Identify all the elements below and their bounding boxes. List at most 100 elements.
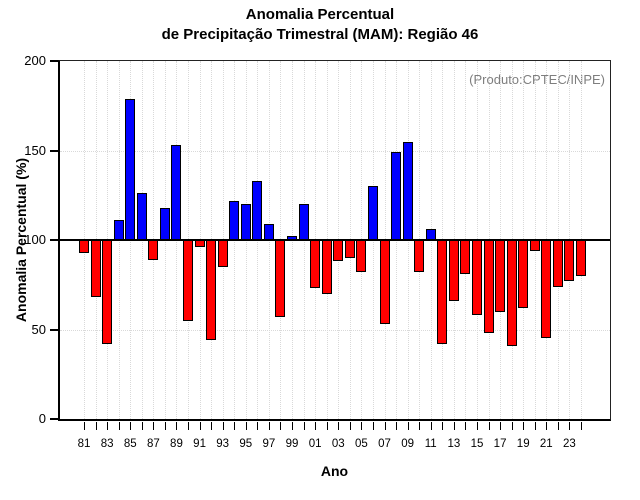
x-axis-tick	[442, 422, 444, 430]
bar-2012	[437, 240, 448, 344]
x-axis-tick-label: 23	[563, 438, 576, 450]
y-axis-tick	[50, 418, 58, 420]
x-axis-tick	[268, 422, 270, 430]
source-annotation: (Produto:CPTEC/INPE)	[469, 72, 605, 87]
x-axis-tick	[222, 422, 224, 430]
x-axis-tick	[245, 422, 247, 430]
x-axis-tick	[315, 422, 317, 430]
x-axis-tick	[176, 422, 178, 430]
y-axis-tick-label: 200	[24, 53, 46, 68]
bar-2015	[471, 240, 482, 316]
x-axis-tick	[407, 422, 409, 430]
x-axis-tick	[488, 422, 490, 430]
bar-2003	[333, 240, 344, 262]
chart-title-line1: Anomalia Percentual	[245, 6, 395, 23]
x-axis-tick-label: 95	[239, 438, 253, 450]
x-axis-tick-label: 07	[378, 438, 391, 450]
y-axis-tick-label: 150	[24, 142, 46, 158]
x-axis-tick	[419, 422, 421, 430]
x-axis-tick-label: 15	[470, 438, 484, 450]
x-axis-tick-label: 93	[216, 438, 230, 450]
x-axis-tick	[546, 422, 548, 430]
x-axis-tick	[107, 422, 109, 430]
bar-2020	[529, 240, 540, 251]
x-axis-tick-label: 03	[331, 438, 345, 450]
x-axis-tick-label: 11	[424, 438, 437, 450]
x-axis-tick	[303, 422, 305, 430]
bar-2019	[518, 240, 529, 309]
bar-2018	[506, 240, 517, 346]
bar-2024	[575, 240, 586, 276]
x-axis-tick	[118, 422, 120, 430]
bar-2010	[414, 240, 425, 273]
horizontal-gridline	[60, 150, 610, 152]
x-axis-tick	[500, 422, 502, 430]
x-axis-tick	[141, 422, 143, 430]
bar-1999	[287, 236, 298, 240]
bar-2007	[379, 240, 390, 325]
x-axis-title: Ano	[320, 463, 349, 479]
x-axis-tick-label: 85	[123, 438, 137, 450]
bar-1987	[148, 240, 159, 260]
x-axis-tick-label: 09	[401, 438, 414, 450]
x-axis-tick-label: 05	[354, 438, 368, 450]
x-axis-tick-label: 17	[493, 438, 507, 450]
y-axis-tick	[50, 60, 58, 62]
plot-area: (Produto:CPTEC/INPE)	[58, 60, 611, 421]
x-axis-tick	[557, 422, 559, 430]
x-axis-tick	[153, 422, 155, 430]
x-axis-tick	[569, 422, 571, 430]
bar-2021	[541, 240, 552, 339]
x-axis-tick	[465, 422, 467, 430]
chart-title-line2: de Precipitação Trimestral (MAM): Região…	[161, 26, 479, 43]
x-axis-tick	[476, 422, 478, 430]
y-axis-tick-label: 100	[24, 232, 46, 247]
x-axis-tick-label: 89	[170, 438, 183, 450]
y-axis-tick-label: 50	[31, 321, 46, 337]
bar-2009	[402, 141, 413, 240]
x-axis-tick	[338, 422, 340, 430]
x-axis-tick	[430, 422, 432, 430]
x-axis-tick	[280, 422, 282, 430]
bar-1982	[90, 240, 101, 298]
x-axis-tick	[84, 422, 85, 430]
bar-1995	[240, 204, 251, 240]
x-axis-tick	[372, 422, 374, 430]
bar-1988	[159, 207, 170, 240]
x-axis-tick	[292, 422, 294, 430]
y-axis-tick	[50, 239, 58, 241]
bar-2008	[391, 152, 402, 240]
bar-2005	[356, 240, 367, 273]
x-axis-tick-label: 91	[193, 438, 206, 450]
x-axis-tick	[188, 422, 190, 430]
bar-2016	[483, 240, 494, 334]
x-axis-tick	[384, 422, 386, 430]
bar-2011	[425, 229, 436, 240]
x-axis-tick	[511, 422, 513, 430]
bar-2004	[344, 240, 355, 258]
bar-2006	[367, 186, 378, 240]
bar-2014	[460, 240, 471, 274]
bar-1994	[229, 200, 240, 240]
horizontal-gridline	[60, 329, 610, 331]
bar-1985	[125, 98, 136, 240]
bar-1991	[194, 240, 205, 248]
x-axis-tick-label: 19	[516, 438, 530, 450]
x-axis-tick-label: 83	[100, 438, 114, 450]
bar-1992	[206, 240, 217, 341]
x-axis-tick	[534, 422, 536, 430]
x-axis-tick-label: 87	[146, 438, 160, 450]
x-axis-tick	[234, 422, 236, 430]
bar-1983	[102, 240, 113, 344]
bar-2017	[495, 240, 506, 312]
bar-1997	[263, 223, 274, 240]
x-axis-tick	[361, 422, 363, 430]
x-axis-tick-label: 21	[539, 438, 553, 450]
bar-1990	[183, 240, 194, 321]
x-axis-tick-label: 81	[77, 438, 91, 450]
bar-1998	[275, 240, 286, 317]
y-axis-tick	[50, 328, 58, 331]
y-axis-tick-label: 0	[38, 411, 46, 426]
x-axis-tick-label: 99	[285, 438, 299, 450]
